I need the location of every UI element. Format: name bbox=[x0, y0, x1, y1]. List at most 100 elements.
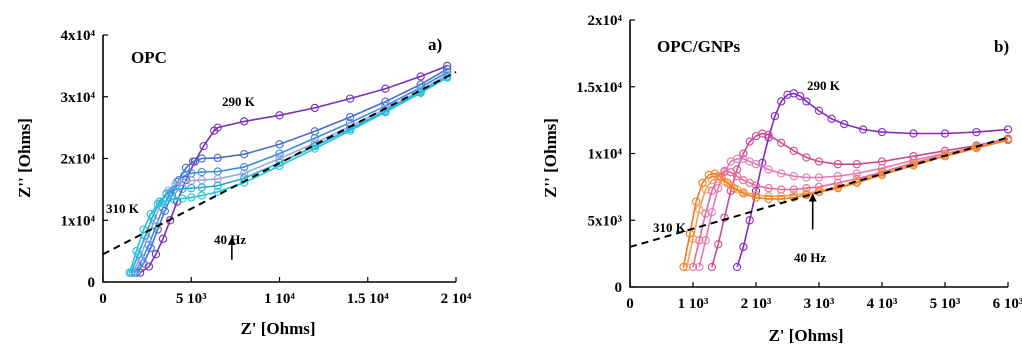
panel-b-data-point bbox=[695, 236, 704, 245]
panel-b-freq-arrow-head bbox=[808, 193, 817, 202]
panel-a-data-point bbox=[240, 117, 249, 126]
panel-b-data-point bbox=[1003, 125, 1013, 134]
panel-b-data-point bbox=[698, 178, 707, 188]
panel-b-dashed-fit-line bbox=[629, 136, 1009, 248]
panel-b-y-tick-label: 1x10⁴ bbox=[588, 147, 623, 163]
panel-a-data-point bbox=[162, 189, 171, 198]
panel-a-data-point bbox=[178, 194, 187, 203]
panel-b-data-point bbox=[1003, 135, 1013, 145]
panel-a-data-point bbox=[213, 181, 222, 190]
panel-b-series-1 bbox=[732, 89, 1013, 272]
panel-a-x-tick-label: 0 bbox=[99, 291, 107, 307]
panel-b-series-5 bbox=[682, 135, 1013, 272]
panel-a-label-290k: 290 K bbox=[222, 94, 256, 109]
panel-b-data-point bbox=[751, 160, 761, 169]
panel-a-series-line bbox=[128, 76, 448, 273]
panel-b-data-point bbox=[695, 205, 704, 214]
panel-b-series-line bbox=[736, 92, 1009, 268]
panel-a-series-line bbox=[139, 65, 448, 274]
panel-b-data-point bbox=[802, 97, 811, 106]
panel-b-data-point bbox=[814, 173, 824, 182]
panel-b-data-point bbox=[802, 153, 811, 162]
panel-b-data-point bbox=[682, 262, 691, 272]
panel-b-data-point bbox=[877, 127, 887, 137]
panel-b-title: OPC/GNPs bbox=[657, 37, 740, 56]
panel-a-y-tick-label: 2x10⁴ bbox=[61, 152, 96, 168]
panel-a-data-point bbox=[187, 193, 196, 202]
panel-a-data-point bbox=[169, 185, 178, 195]
panel-b-data-point bbox=[814, 157, 824, 166]
panel-b-x-tick-label: 0 bbox=[626, 296, 634, 312]
panel-a-data-point bbox=[275, 149, 284, 158]
panel-b-data-point bbox=[789, 185, 798, 194]
panel-b-data-point bbox=[802, 173, 811, 182]
panel-b-data-point bbox=[940, 129, 950, 138]
panel-a-x-tick-label: 1 10⁴ bbox=[264, 291, 295, 307]
panel-a-data-point bbox=[381, 84, 390, 93]
panel-a-data-point bbox=[181, 163, 191, 172]
panel-b-data-point bbox=[745, 216, 754, 225]
panel-b-data-point bbox=[764, 194, 773, 204]
panel-a-series-6 bbox=[125, 73, 452, 277]
panel-b-label-290k: 290 K bbox=[807, 78, 841, 93]
panel-a-series-line bbox=[135, 68, 448, 274]
panel-b-data-point bbox=[691, 197, 701, 206]
panel-a-data-point bbox=[345, 94, 355, 103]
panel-a-opc: 0 1x10⁴ 2x10⁴ 3x10⁴ 4x10⁴ 0 5 10³ 1 10⁴ 1.5 10⁴ 2… bbox=[15, 28, 472, 338]
panel-b-data-point bbox=[764, 184, 773, 193]
panel-a-data-point bbox=[158, 234, 168, 243]
panel-b-series-6 bbox=[679, 135, 1013, 272]
panel-b-data-point bbox=[751, 193, 761, 202]
panel-b-data-point bbox=[707, 186, 717, 196]
panel-a-label-310k: 310 K bbox=[106, 201, 140, 216]
panel-a-data-point bbox=[275, 111, 284, 120]
panel-b-label-40hz: 40 Hz bbox=[794, 250, 826, 265]
panel-a-label: a) bbox=[428, 35, 442, 54]
panel-b-data-point bbox=[795, 91, 805, 101]
panel-b-series-line bbox=[682, 139, 1009, 268]
panel-a-series-line bbox=[130, 75, 448, 273]
panel-a-y-tick-label: 4x10⁴ bbox=[61, 28, 96, 44]
panel-b-data-point bbox=[732, 172, 742, 181]
panel-a-data-point bbox=[125, 268, 134, 277]
panel-a-x-tick-label: 2 10⁴ bbox=[441, 291, 472, 307]
panel-b-data-point bbox=[739, 242, 748, 252]
panel-b-x-tick-label: 1 10³ bbox=[678, 296, 709, 312]
panel-b-data-point bbox=[789, 146, 798, 155]
panel-b-data-point bbox=[701, 185, 710, 194]
panel-b-data-point bbox=[679, 262, 688, 272]
panel-b-data-point bbox=[777, 97, 786, 106]
panel-b-y-tick-label: 5x10³ bbox=[588, 213, 623, 229]
panel-a-data-point bbox=[240, 169, 249, 178]
panel-b-data-point bbox=[777, 192, 786, 201]
panel-a-data-point bbox=[171, 180, 180, 189]
panel-a-data-point bbox=[165, 216, 175, 225]
panel-b-data-point bbox=[745, 137, 754, 146]
panel-a-data-point bbox=[416, 72, 425, 81]
panel-b-data-point bbox=[726, 168, 735, 177]
panel-b-data-point bbox=[739, 149, 748, 158]
panel-a-data-point bbox=[197, 183, 206, 192]
panel-b-data-point bbox=[751, 181, 761, 190]
panel-a-data-point bbox=[178, 184, 187, 193]
panel-b-data-point bbox=[852, 169, 861, 178]
panel-b-data-point bbox=[833, 184, 843, 193]
panel-b-data-point bbox=[852, 160, 861, 169]
panel-a-data-point bbox=[180, 171, 189, 180]
panel-a-y-tick-label: 3x10⁴ bbox=[61, 90, 96, 106]
panel-b-data-point bbox=[704, 170, 713, 180]
panel-a-y-tick-label: 1x10⁴ bbox=[61, 213, 96, 229]
panel-b-data-point bbox=[732, 154, 742, 163]
panel-b-series-4 bbox=[688, 135, 1013, 272]
panel-b-data-point bbox=[758, 129, 767, 138]
panel-b-data-point bbox=[972, 144, 981, 153]
panel-b-series-line bbox=[692, 139, 1009, 268]
panel-a-freq-arrow-head bbox=[227, 236, 236, 245]
panel-a-data-point bbox=[213, 123, 222, 132]
panel-b-data-point bbox=[751, 190, 761, 200]
panel-a-data-point bbox=[240, 150, 249, 159]
panel-a-y-tick-label: 0 bbox=[88, 275, 96, 291]
panel-a-series-4 bbox=[128, 70, 452, 277]
panel-b-data-point bbox=[777, 169, 786, 178]
